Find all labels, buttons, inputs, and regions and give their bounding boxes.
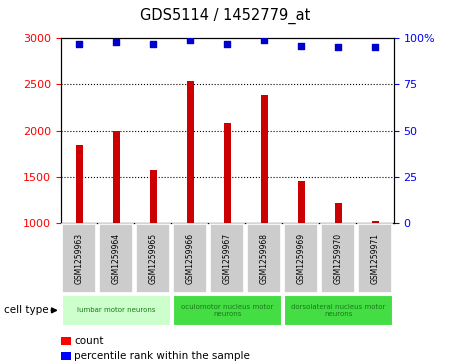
Bar	[61, 337, 71, 345]
Text: GSM1259964: GSM1259964	[112, 233, 121, 284]
Point	[76, 41, 83, 46]
Text: GSM1259967: GSM1259967	[223, 233, 232, 284]
Text: GSM1259963: GSM1259963	[75, 233, 84, 284]
Point	[297, 42, 305, 48]
Bar	[224, 123, 230, 223]
Text: GSM1259966: GSM1259966	[186, 233, 195, 284]
Point	[224, 41, 231, 46]
Text: GSM1259965: GSM1259965	[149, 233, 158, 284]
Point	[335, 44, 342, 50]
Point	[261, 37, 268, 43]
Bar	[76, 144, 83, 223]
Point	[112, 39, 120, 45]
Bar	[113, 131, 120, 223]
Text: cell type: cell type	[4, 305, 49, 315]
Bar	[372, 221, 378, 223]
Bar	[261, 95, 268, 223]
Text: lumbar motor neurons: lumbar motor neurons	[77, 307, 156, 313]
Bar	[61, 352, 71, 360]
Text: dorsolateral nucleus motor
neurons: dorsolateral nucleus motor neurons	[291, 304, 386, 317]
Text: GSM1259970: GSM1259970	[334, 233, 343, 284]
Text: GSM1259971: GSM1259971	[371, 233, 380, 284]
Text: percentile rank within the sample: percentile rank within the sample	[74, 351, 250, 361]
Bar	[150, 171, 157, 223]
Text: GSM1259969: GSM1259969	[297, 233, 306, 284]
Bar	[335, 203, 342, 223]
Point	[150, 41, 157, 46]
Bar	[187, 81, 194, 223]
Text: count: count	[74, 336, 104, 346]
Point	[372, 44, 379, 50]
Text: GDS5114 / 1452779_at: GDS5114 / 1452779_at	[140, 8, 310, 24]
Text: GSM1259968: GSM1259968	[260, 233, 269, 284]
Point	[187, 37, 194, 43]
Bar	[298, 181, 305, 223]
Text: oculomotor nucleus motor
neurons: oculomotor nucleus motor neurons	[181, 304, 274, 317]
